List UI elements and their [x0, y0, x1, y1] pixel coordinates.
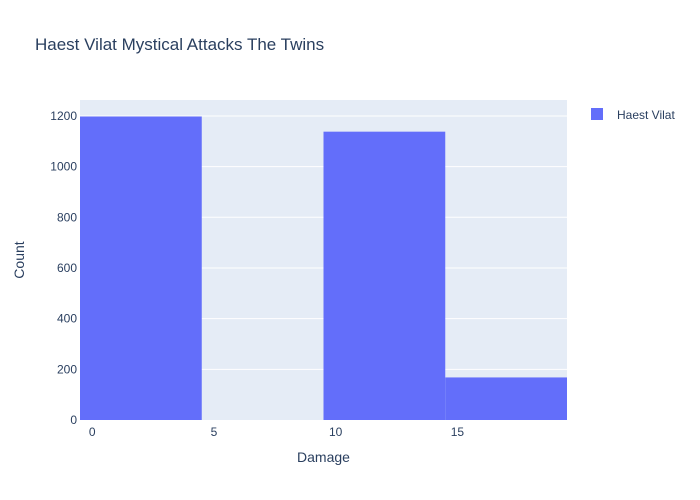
histogram-bar	[80, 116, 202, 421]
y-tick-label: 1000	[50, 160, 77, 174]
x-tick-label: 15	[451, 425, 465, 439]
legend-label[interactable]: Haest Vilat	[617, 108, 675, 122]
x-tick-label: 0	[89, 425, 96, 439]
x-axis-title: Damage	[297, 449, 350, 465]
y-axis-title: Count	[11, 241, 27, 278]
bars	[80, 116, 567, 421]
y-tick-label: 1200	[50, 109, 77, 123]
legend-swatch[interactable]	[591, 108, 603, 120]
y-tick-label: 0	[70, 413, 77, 427]
y-tick-label: 800	[57, 210, 77, 224]
histogram-bar	[445, 377, 567, 420]
chart-title: Haest Vilat Mystical Attacks The Twins	[35, 35, 324, 54]
y-tick-label: 200	[57, 362, 77, 376]
histogram-bar	[323, 131, 446, 420]
y-tick-label: 400	[57, 312, 77, 326]
legend[interactable]: Haest Vilat	[591, 108, 675, 122]
y-tick-label: 600	[57, 261, 77, 275]
x-tick-label: 5	[211, 425, 218, 439]
y-axis-ticks: 0 200 400 600 800 1000 1200	[50, 109, 77, 427]
x-tick-label: 10	[329, 425, 343, 439]
x-axis-ticks: 0 5 10 15	[89, 425, 465, 439]
